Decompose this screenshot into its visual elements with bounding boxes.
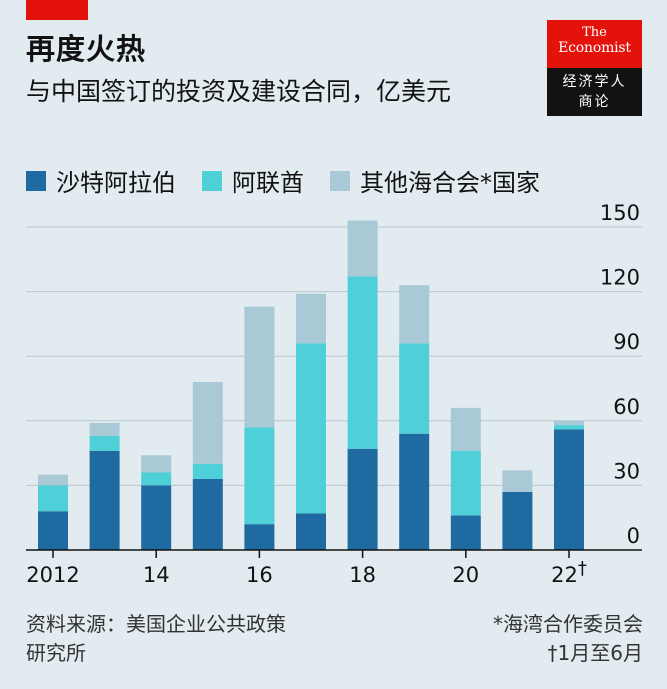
x-tick-label-2016: 16 <box>246 563 273 587</box>
legend-swatch-other <box>330 170 350 191</box>
legend-swatch-uae <box>202 170 222 191</box>
bar-uae-2022 <box>554 425 584 430</box>
logo-line-the: The <box>582 25 607 40</box>
logo-line-shanglun: 商论 <box>578 94 611 110</box>
legend-item-other: 其他海合会*国家 <box>330 163 540 198</box>
bar-uae-2014 <box>141 472 172 486</box>
bar-other-2016 <box>244 306 275 428</box>
bar-other-2018 <box>347 220 378 277</box>
logo-line-economist: Economist <box>558 40 631 56</box>
x-tick-dagger: † <box>578 558 587 579</box>
bar-saudi-2017 <box>296 513 326 550</box>
bar-other-2020 <box>450 407 481 451</box>
bar-other-2015 <box>192 382 223 464</box>
y-tick-label-90: 90 <box>613 330 640 354</box>
x-tick-label-2018: 18 <box>349 563 376 587</box>
bar-other-2019 <box>399 285 430 344</box>
legend-item-uae: 阿联酋 <box>202 163 304 198</box>
chart-legend: 沙特阿拉伯 阿联酋 其他海合会*国家 <box>26 163 540 198</box>
x-tick-label-2012: 2012 <box>26 563 79 587</box>
y-tick-label-30: 30 <box>613 459 640 483</box>
brand-red-tab <box>26 0 88 20</box>
legend-swatch-saudi <box>26 170 46 191</box>
bar-uae-2017 <box>296 343 326 514</box>
chart-subtitle: 与中国签订的投资及建设合同，亿美元 <box>26 77 452 106</box>
bar-saudi-2016 <box>244 524 275 550</box>
bar-saudi-2020 <box>450 515 481 550</box>
y-tick-label-120: 120 <box>600 266 640 290</box>
bar-other-2017 <box>296 293 326 344</box>
footnote-dagger: †1月至6月 <box>547 641 643 665</box>
bar-saudi-2013 <box>89 450 120 550</box>
bar-uae-2013 <box>89 435 120 451</box>
bar-uae-2016 <box>244 427 275 525</box>
bar-uae-2015 <box>192 463 223 479</box>
x-tick-label-2014: 14 <box>143 563 170 587</box>
bar-saudi-2022 <box>554 429 584 550</box>
y-tick-label-0: 0 <box>627 524 640 548</box>
bar-uae-2019 <box>399 343 430 434</box>
bar-other-2013 <box>89 422 120 436</box>
bar-saudi-2019 <box>399 433 430 550</box>
footnotes: *海湾合作委员会 †1月至6月 <box>493 610 643 668</box>
stacked-bar-chart: 0 30 60 90 120 150 2012 14 16 18 20 22† <box>26 201 642 587</box>
legend-label-uae: 阿联酋 <box>232 169 304 197</box>
bar-other-2021 <box>502 470 533 492</box>
source-note: 资料来源：美国企业公共政策研究所 <box>26 612 286 665</box>
legend-label-saudi: 沙特阿拉伯 <box>56 169 176 197</box>
bar-uae-2020 <box>450 450 481 516</box>
legend-label-other: 其他海合会*国家 <box>360 169 540 197</box>
bar-saudi-2015 <box>192 478 223 550</box>
chart-title: 再度火热 <box>26 32 147 66</box>
logo-chinese: 经济学人 商论 <box>547 68 642 112</box>
bar-saudi-2012 <box>38 511 68 550</box>
x-tick-label-2022: 22† <box>551 558 587 587</box>
bar-saudi-2021 <box>502 491 533 550</box>
bar-uae-2018 <box>347 276 378 449</box>
y-tick-label-150: 150 <box>600 201 640 225</box>
bar-other-2022 <box>554 420 584 426</box>
bar-other-2014 <box>141 455 172 473</box>
bar-uae-2012 <box>38 485 68 512</box>
bar-other-2012 <box>38 474 68 486</box>
bar-saudi-2018 <box>347 448 378 550</box>
bar-saudi-2014 <box>141 485 172 550</box>
footnote-gcc: *海湾合作委员会 <box>493 612 643 636</box>
y-tick-label-60: 60 <box>613 395 640 419</box>
economist-logo: The Economist 经济学人 商论 <box>547 20 642 116</box>
logo-wordmark: The Economist <box>547 20 642 68</box>
x-tick-label-2020: 20 <box>452 563 479 587</box>
legend-item-saudi: 沙特阿拉伯 <box>26 163 176 198</box>
logo-line-jingjixueren: 经济学人 <box>562 74 627 90</box>
